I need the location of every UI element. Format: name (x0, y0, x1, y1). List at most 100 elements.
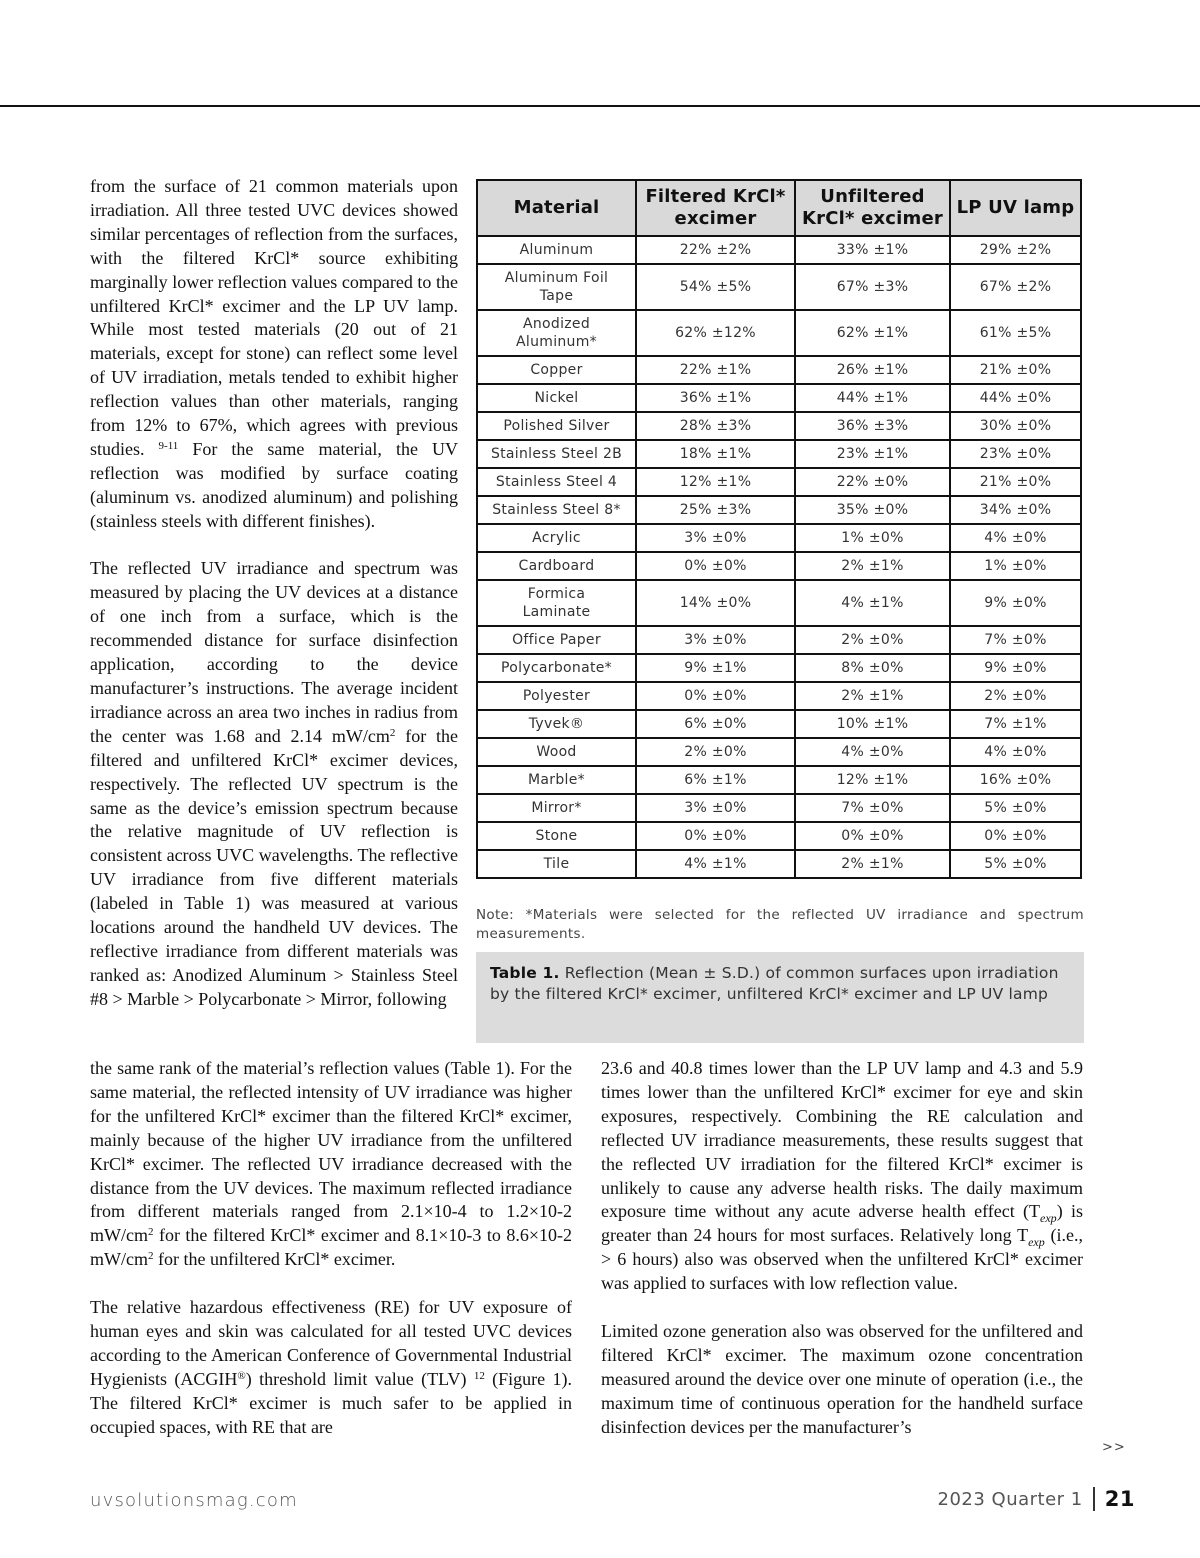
material-cell: Formica Laminate (476, 579, 637, 627)
table-row: Stainless Steel 8* 25% ±3% 35% ±0% 34% ±0% (476, 495, 1082, 525)
column-header: Material (476, 179, 637, 237)
table-row: Stainless Steel 2B 18% ±1% 23% ±1% 23% ±0% (476, 439, 1082, 469)
value-cell: 21% ±0% (949, 355, 1082, 385)
column-header: Filtered KrCl* excimer (635, 179, 796, 237)
value-cell: 34% ±0% (949, 495, 1082, 525)
material-cell: Polished Silver (476, 411, 637, 441)
material-cell: Mirror* (476, 793, 637, 823)
value-cell: 10% ±1% (794, 709, 951, 739)
value-cell: 4% ±1% (794, 579, 951, 627)
material-cell: Marble* (476, 765, 637, 795)
text-segment: for the unfiltered KrCl* excimer. (153, 1249, 396, 1270)
table-row: Polished Silver 28% ±3% 36% ±3% 30% ±0% (476, 411, 1082, 441)
material-cell: Copper (476, 355, 637, 385)
text-segment: (Figure 1). The filtered KrCl* excimer i… (90, 1368, 573, 1437)
table-row: Polycarbonate* 9% ±1% 8% ±0% 9% ±0% (476, 653, 1082, 683)
material-cell: Nickel (476, 383, 637, 413)
sup-text: 9-11 (158, 439, 179, 452)
material-cell: Tyvek® (476, 709, 637, 739)
table-row: Tyvek® 6% ±0% 10% ±1% 7% ±1% (476, 709, 1082, 739)
table-row: Acrylic 3% ±0% 1% ±0% 4% ±0% (476, 523, 1082, 553)
value-cell: 61% ±5% (949, 309, 1082, 357)
value-cell: 3% ±0% (635, 523, 796, 553)
value-cell: 12% ±1% (794, 765, 951, 795)
material-cell: Aluminum (476, 235, 637, 265)
text-segment: For the same material, the UV reflection… (90, 438, 458, 531)
value-cell: 0% ±0% (635, 551, 796, 581)
sup-text: ® (237, 1369, 246, 1382)
value-cell: 67% ±2% (949, 263, 1082, 311)
value-cell: 5% ±0% (949, 793, 1082, 823)
material-cell: Tile (476, 849, 637, 879)
value-cell: 54% ±5% (635, 263, 796, 311)
value-cell: 22% ±2% (635, 235, 796, 265)
value-cell: 2% ±1% (794, 681, 951, 711)
value-cell: 36% ±1% (635, 383, 796, 413)
footer-issue: 2023 Quarter 1 (937, 1488, 1083, 1510)
value-cell: 8% ±0% (794, 653, 951, 683)
value-cell: 1% ±0% (794, 523, 951, 553)
text-segment: The relative hazardous effectiveness (RE… (90, 1297, 572, 1389)
text-segment: ) threshold limit value (TLV) (245, 1368, 474, 1389)
table-row: Wood 2% ±0% 4% ±0% 4% ±0% (476, 737, 1082, 767)
table-row: Mirror* 3% ±0% 7% ±0% 5% ±0% (476, 793, 1082, 823)
footer-site: uvsolutionsmag.com (90, 1490, 298, 1511)
table-row: Nickel 36% ±1% 44% ±1% 44% ±0% (476, 383, 1082, 413)
text-segment: ) is greater than 24 hours for most surf… (601, 1201, 1084, 1246)
value-cell: 0% ±0% (949, 821, 1082, 851)
sup-text: 2 (147, 1226, 154, 1239)
value-cell: 35% ±0% (794, 495, 951, 525)
value-cell: 30% ±0% (949, 411, 1082, 441)
sub-text: exp (1040, 1211, 1057, 1226)
table-row: Tile 4% ±1% 2% ±1% 5% ±0% (476, 849, 1082, 879)
column-header: LP UV lamp (949, 179, 1082, 237)
value-cell: 2% ±0% (635, 737, 796, 767)
material-cell: Aluminum Foil Tape (476, 263, 637, 311)
value-cell: 1% ±0% (949, 551, 1082, 581)
material-cell: Wood (476, 737, 637, 767)
material-cell: Cardboard (476, 551, 637, 581)
value-cell: 4% ±0% (949, 737, 1082, 767)
value-cell: 22% ±1% (635, 355, 796, 385)
sup-text: 2 (389, 726, 396, 739)
material-cell: Stone (476, 821, 637, 851)
value-cell: 2% ±1% (794, 849, 951, 879)
table-row: Aluminum Foil Tape 54% ±5% 67% ±3% 67% ±2% (476, 263, 1082, 311)
column-header: Unfiltered KrCl* excimer (794, 179, 951, 237)
text-segment: for the filtered and unfiltered KrCl* ex… (90, 725, 459, 1009)
text-segment: from the surface of 21 common materials … (90, 176, 458, 459)
table-row: Cardboard 0% ±0% 2% ±1% 1% ±0% (476, 551, 1082, 581)
value-cell: 25% ±3% (635, 495, 796, 525)
value-cell: 7% ±0% (794, 793, 951, 823)
value-cell: 2% ±1% (794, 551, 951, 581)
value-cell: 16% ±0% (949, 765, 1082, 795)
table-row: Copper 22% ±1% 26% ±1% 21% ±0% (476, 355, 1082, 385)
value-cell: 9% ±0% (949, 653, 1082, 683)
header-rule (0, 105, 1200, 107)
table-row: Aluminum 22% ±2% 33% ±1% 29% ±2% (476, 235, 1082, 265)
caption-label: Table 1. (490, 964, 560, 982)
text-segment: (i.e., > 6 hours) also was observed when… (601, 1225, 1083, 1294)
value-cell: 4% ±0% (949, 523, 1082, 553)
value-cell: 7% ±1% (949, 709, 1082, 739)
paragraph: the same rank of the material’s reflecti… (90, 1057, 572, 1272)
value-cell: 44% ±0% (949, 383, 1082, 413)
table-row: Formica Laminate 14% ±0% 4% ±1% 9% ±0% (476, 579, 1082, 627)
value-cell: 2% ±0% (794, 625, 951, 655)
text-segment: The reflected UV irradiance and spectrum… (90, 558, 458, 746)
paragraph: 23.6 and 40.8 times lower than the LP UV… (601, 1057, 1083, 1296)
value-cell: 2% ±0% (949, 681, 1082, 711)
value-cell: 12% ±1% (635, 467, 796, 497)
value-cell: 33% ±1% (794, 235, 951, 265)
value-cell: 18% ±1% (635, 439, 796, 469)
footer-divider (1092, 1487, 1095, 1511)
value-cell: 9% ±1% (635, 653, 796, 683)
value-cell: 0% ±0% (794, 821, 951, 851)
value-cell: 62% ±12% (635, 309, 796, 357)
sub-text: exp (1028, 1235, 1045, 1250)
text-segment: for the filtered KrCl* excimer and 8.1×1… (90, 1225, 572, 1270)
table-caption: Table 1. Reflection (Mean ± S.D.) of com… (476, 952, 1084, 1043)
continue-marker: >> (1102, 1440, 1126, 1455)
value-cell: 4% ±1% (635, 849, 796, 879)
value-cell: 3% ±0% (635, 625, 796, 655)
